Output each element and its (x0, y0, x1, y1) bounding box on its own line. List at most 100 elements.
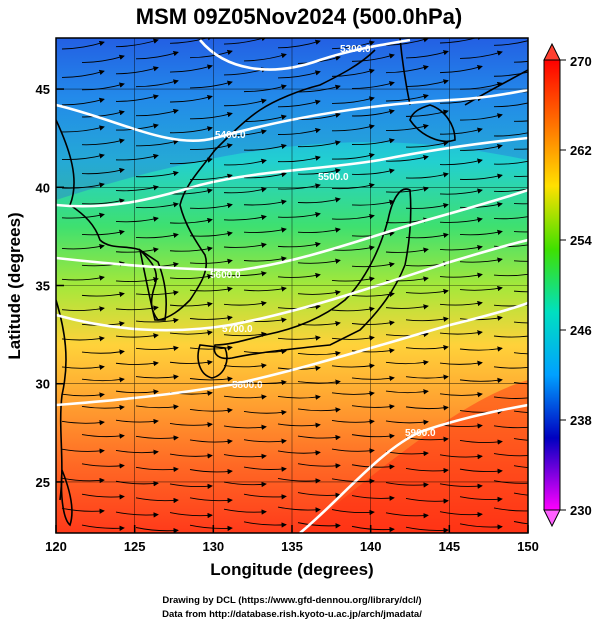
streamline-arrow (243, 493, 287, 500)
streamline-arrow (439, 217, 483, 223)
streamline-arrow (277, 422, 321, 428)
streamline-arrow (405, 498, 449, 504)
streamline-arrow (115, 247, 159, 253)
x-tick-label: 120 (45, 539, 67, 554)
contour-label: 5900.0 (405, 428, 436, 439)
streamline-arrow (81, 198, 125, 205)
streamline-arrow (81, 377, 125, 383)
streamline-arrow (61, 392, 105, 398)
streamline-arrow (81, 404, 125, 411)
contour-label: 5700.0 (222, 324, 253, 335)
streamline-arrow (297, 258, 341, 264)
streamline-arrow (459, 229, 503, 236)
streamline-arrow (81, 229, 125, 236)
streamline-arrow (81, 110, 125, 118)
streamline-arrow (385, 93, 429, 102)
streamline-arrow (351, 404, 395, 410)
streamline-arrow (385, 331, 429, 338)
streamline-arrow (439, 330, 483, 336)
streamline-arrow (459, 202, 503, 208)
streamline-arrow (223, 271, 267, 277)
credit-drawing: Drawing by DCL (https://www.gfd-dennou.o… (162, 595, 421, 606)
streamline-arrow (513, 410, 528, 413)
streamline-arrow (459, 257, 503, 263)
streamline-arrow (405, 109, 449, 117)
streamline-arrow (169, 330, 213, 336)
streamline-arrow (405, 526, 449, 533)
streamline-arrow (81, 138, 125, 146)
streamline-arrow (115, 216, 159, 223)
y-tick-label: 45 (36, 82, 50, 97)
streamline-arrow (405, 288, 449, 295)
streamline-arrow (169, 94, 213, 103)
streamline-arrow (189, 315, 233, 321)
hokkaido (409, 104, 456, 142)
streamline-arrow (439, 391, 483, 398)
streamline-arrow (243, 199, 287, 206)
streamline-arrow (61, 40, 105, 50)
streamline-arrow (493, 244, 528, 248)
streamline-arrow (439, 272, 483, 278)
streamline-arrow (169, 64, 213, 73)
height-contours (56, 38, 528, 533)
streamline-arrow (351, 53, 395, 62)
streamline-arrow (459, 468, 503, 474)
streamline-arrow (115, 66, 159, 75)
streamline-arrow (61, 69, 105, 78)
contour-label: 5600.0 (210, 270, 241, 281)
streamline-arrow (169, 217, 213, 224)
streamline-arrow (189, 524, 233, 532)
streamline-arrow (243, 409, 287, 416)
streamline-arrow (169, 512, 213, 519)
colorbar-tick-label: 262 (570, 143, 592, 158)
streamline-arrow (405, 79, 449, 87)
streamline-arrow (61, 97, 105, 106)
y-axis-title: Latitude (degrees) (5, 212, 24, 359)
streamline-arrow (385, 482, 429, 488)
streamline-arrow (61, 306, 105, 312)
streamline-arrow (439, 360, 483, 367)
streamline-arrow (115, 153, 159, 161)
streamline-arrow (277, 272, 321, 279)
x-axis: 120 125 130 135 140 145 150 (45, 525, 539, 554)
x-tick-label: 140 (360, 539, 382, 554)
streamline-arrow (405, 374, 449, 380)
contour-5600 (56, 188, 528, 272)
streamline-arrow (61, 153, 105, 161)
streamline-arrow (493, 188, 528, 192)
streamline-arrow (351, 109, 395, 117)
streamline-arrow (493, 507, 528, 512)
streamline-arrow (439, 483, 483, 489)
streamline-arrow (189, 345, 233, 351)
x-tick-label: 125 (124, 539, 146, 554)
streamline-arrow (223, 300, 267, 307)
streamline-arrow (493, 304, 528, 307)
streamline-arrow (277, 478, 321, 484)
credit-data: Data from http://database.rish.kyoto-u.a… (162, 609, 422, 620)
streamline-arrow (513, 203, 528, 205)
streamline-arrow (61, 336, 105, 342)
honshu (213, 188, 412, 360)
streamline-arrow (223, 214, 267, 221)
streamline-arrow (189, 407, 233, 414)
contour-5400 (56, 88, 528, 143)
streamline-arrow (297, 227, 341, 233)
streamline-arrow (297, 492, 341, 498)
streamline-arrow (297, 168, 341, 175)
streamline-arrow (115, 389, 159, 395)
streamline-arrow (169, 38, 213, 44)
streamline-arrow (169, 483, 213, 490)
streamline-arrow (297, 350, 341, 357)
streamline-arrow (243, 84, 287, 93)
streamline-arrow (297, 197, 341, 204)
streamline-arrow (439, 158, 483, 166)
streamline-arrow (493, 396, 528, 399)
streamline-arrow (405, 140, 449, 148)
streamline-arrow (81, 524, 125, 531)
streamline-arrow (277, 212, 321, 218)
streamline-arrow (513, 465, 528, 468)
colorbar-tick-label: 270 (570, 54, 592, 69)
streamline-arrow (135, 404, 179, 410)
streamline-arrow (459, 496, 503, 503)
